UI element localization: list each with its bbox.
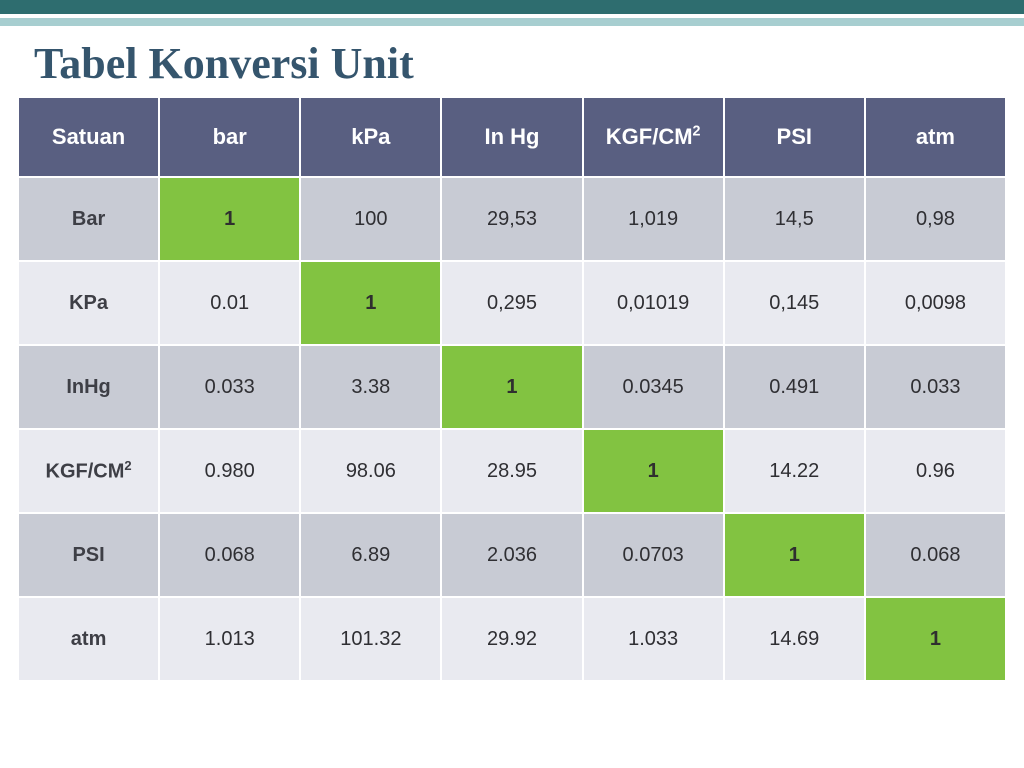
table-cell: 29,53 xyxy=(441,177,582,261)
table-cell: 101.32 xyxy=(300,597,441,681)
table-row: PSI0.0686.892.0360.070310.068 xyxy=(18,513,1006,597)
table-cell: 1 xyxy=(865,597,1006,681)
table-cell: 3.38 xyxy=(300,345,441,429)
table-cell: 0.0345 xyxy=(583,345,724,429)
table-cell: 100 xyxy=(300,177,441,261)
table-cell: 28.95 xyxy=(441,429,582,513)
table-cell: 29.92 xyxy=(441,597,582,681)
table-cell: 0,98 xyxy=(865,177,1006,261)
table-cell: 1 xyxy=(300,261,441,345)
table-cell: 1.013 xyxy=(159,597,300,681)
stripe-dark xyxy=(0,0,1024,14)
table-cell: 0.068 xyxy=(865,513,1006,597)
table-row: InHg0.0333.3810.03450.4910.033 xyxy=(18,345,1006,429)
table-cell: 0.01 xyxy=(159,261,300,345)
table-header-row: Satuan bar kPa In Hg KGF/CM2 PSI atm xyxy=(18,97,1006,177)
col-header: PSI xyxy=(724,97,865,177)
row-label: atm xyxy=(18,597,159,681)
col-header: KGF/CM2 xyxy=(583,97,724,177)
table-cell: 6.89 xyxy=(300,513,441,597)
col-header: kPa xyxy=(300,97,441,177)
stripe-light xyxy=(0,18,1024,26)
table-cell: 1.033 xyxy=(583,597,724,681)
decorative-top-band xyxy=(0,0,1024,26)
table-cell: 1 xyxy=(583,429,724,513)
slide-content: Tabel Konversi Unit Satuan bar kPa In Hg… xyxy=(0,34,1024,768)
table-cell: 14.22 xyxy=(724,429,865,513)
table-cell: 1 xyxy=(441,345,582,429)
table-cell: 1,019 xyxy=(583,177,724,261)
table-header: Satuan bar kPa In Hg KGF/CM2 PSI atm xyxy=(18,97,1006,177)
table-cell: 0,0098 xyxy=(865,261,1006,345)
col-header: Satuan xyxy=(18,97,159,177)
table-body: Bar110029,531,01914,50,98KPa0.0110,2950,… xyxy=(18,177,1006,681)
table-cell: 0.033 xyxy=(865,345,1006,429)
table-cell: 0.980 xyxy=(159,429,300,513)
row-label: InHg xyxy=(18,345,159,429)
page-title: Tabel Konversi Unit xyxy=(34,38,1008,89)
table-cell: 0.033 xyxy=(159,345,300,429)
table-cell: 1 xyxy=(724,513,865,597)
table-cell: 98.06 xyxy=(300,429,441,513)
table-row: atm1.013101.3229.921.03314.691 xyxy=(18,597,1006,681)
table-cell: 0.068 xyxy=(159,513,300,597)
row-label: PSI xyxy=(18,513,159,597)
table-cell: 0,295 xyxy=(441,261,582,345)
table-cell: 14.69 xyxy=(724,597,865,681)
row-label: KPa xyxy=(18,261,159,345)
conversion-table-wrap: Satuan bar kPa In Hg KGF/CM2 PSI atm Bar… xyxy=(16,95,1008,683)
table-cell: 0.96 xyxy=(865,429,1006,513)
table-cell: 0,145 xyxy=(724,261,865,345)
table-cell: 0.491 xyxy=(724,345,865,429)
table-row: KPa0.0110,2950,010190,1450,0098 xyxy=(18,261,1006,345)
table-row: Bar110029,531,01914,50,98 xyxy=(18,177,1006,261)
table-cell: 14,5 xyxy=(724,177,865,261)
col-header-text: KGF/CM2 xyxy=(606,124,701,149)
col-header: In Hg xyxy=(441,97,582,177)
table-row: KGF/CM20.98098.0628.95114.220.96 xyxy=(18,429,1006,513)
col-header: atm xyxy=(865,97,1006,177)
row-label: KGF/CM2 xyxy=(18,429,159,513)
conversion-table: Satuan bar kPa In Hg KGF/CM2 PSI atm Bar… xyxy=(17,96,1007,682)
table-cell: 0,01019 xyxy=(583,261,724,345)
table-cell: 0.0703 xyxy=(583,513,724,597)
table-cell: 2.036 xyxy=(441,513,582,597)
table-cell: 1 xyxy=(159,177,300,261)
row-label: Bar xyxy=(18,177,159,261)
col-header: bar xyxy=(159,97,300,177)
